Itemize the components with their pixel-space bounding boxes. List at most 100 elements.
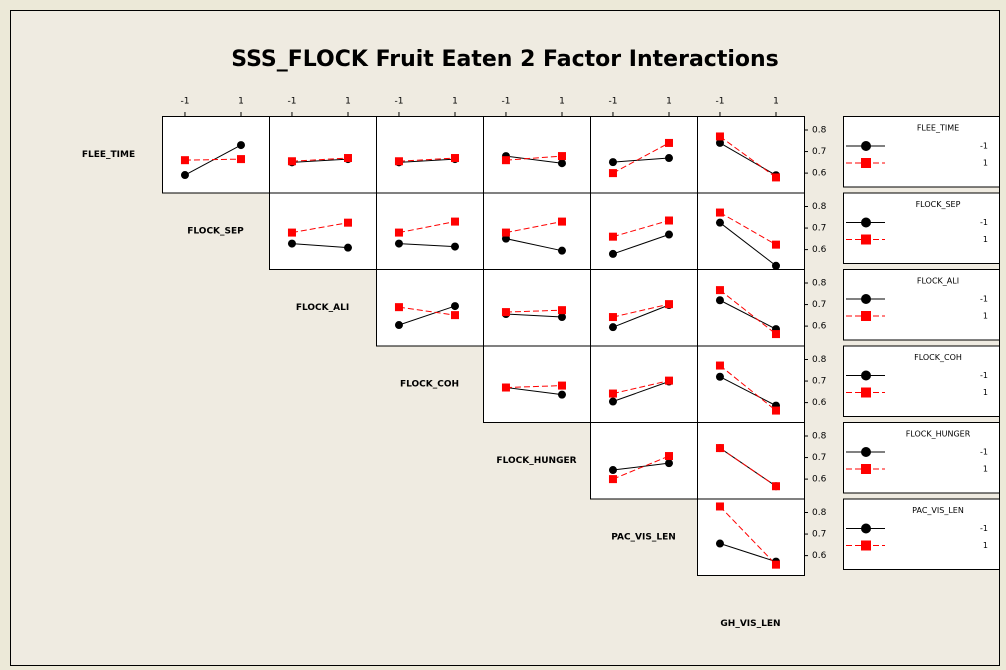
interaction-line: [612, 157, 670, 163]
interaction-line: [719, 222, 777, 267]
factor-label: PAC_VIS_LEN: [611, 532, 676, 542]
legend-label: -1: [980, 371, 988, 380]
point: [715, 218, 724, 227]
interaction-line: [505, 387, 563, 396]
point: [501, 383, 510, 392]
legend-marker: [861, 447, 871, 457]
point: [608, 389, 617, 398]
point: [557, 306, 566, 315]
panel: [697, 422, 805, 500]
legend-box: [843, 345, 1000, 417]
y-tick-label: 0.6: [812, 169, 827, 179]
point: [180, 156, 189, 165]
legend-label: -1: [980, 218, 988, 227]
point: [715, 539, 724, 548]
panel: [697, 498, 805, 576]
y-tick-label: 0.8: [812, 126, 827, 136]
y-tick-label: 0.6: [812, 551, 827, 561]
y-tick-label: 0.8: [812, 279, 827, 289]
y-tick-label: 0.7: [812, 224, 826, 234]
point: [394, 303, 403, 312]
legend-marker: [861, 540, 871, 551]
x-tick-label: 1: [345, 97, 351, 107]
point: [608, 232, 617, 241]
legend-title: FLOCK_SEP: [916, 200, 961, 209]
panel: [590, 345, 698, 423]
point: [608, 249, 617, 258]
chart-title: SSS_FLOCK Fruit Eaten 2 Factor Interacti…: [231, 47, 779, 72]
factor-label: GH_VIS_LEN: [720, 619, 780, 629]
panel: [376, 116, 484, 194]
interaction-line: [398, 221, 456, 234]
y-tick-label: 0.7: [812, 300, 826, 310]
interaction-line: [291, 222, 349, 234]
legend-label: 1: [983, 159, 988, 168]
point: [450, 217, 459, 226]
point: [501, 308, 510, 317]
panel: [162, 116, 270, 194]
y-tick-label: 0.7: [812, 530, 826, 540]
legend-box: [843, 498, 1000, 570]
legend-title: FLEE_TIME: [917, 124, 959, 133]
interaction-line: [612, 220, 670, 238]
point: [715, 444, 724, 453]
x-tick-label: 1: [238, 97, 244, 107]
point: [715, 286, 724, 295]
point: [557, 152, 566, 161]
interaction-line: [612, 380, 670, 395]
point: [394, 228, 403, 237]
legend-marker: [861, 217, 871, 228]
interaction-line: [398, 306, 456, 316]
y-tick-label: 0.8: [812, 508, 827, 518]
interaction-line: [291, 243, 349, 249]
y-tick-label: 0.6: [812, 322, 827, 332]
panel: [483, 269, 591, 347]
interaction-line: [505, 155, 563, 164]
point: [343, 154, 352, 163]
point: [664, 452, 673, 461]
interaction-line: [398, 158, 456, 163]
legend-marker: [861, 141, 871, 151]
x-tick-label: 1: [773, 97, 779, 107]
point: [608, 313, 617, 322]
panel: [590, 422, 698, 500]
interaction-line: [505, 385, 563, 389]
interaction-line: [719, 506, 777, 566]
point: [557, 246, 566, 255]
interaction-line: [719, 543, 777, 563]
point: [664, 376, 673, 385]
point: [771, 560, 780, 569]
point: [557, 217, 566, 226]
x-tick-label: -1: [394, 97, 403, 107]
legend-title: PAC_VIS_LEN: [912, 506, 964, 515]
interaction-line: [398, 305, 456, 326]
legend-label: -1: [980, 448, 988, 457]
point: [664, 230, 673, 239]
point: [450, 154, 459, 163]
point: [715, 502, 724, 511]
point: [608, 475, 617, 484]
interaction-line: [719, 365, 777, 411]
legend-marker: [861, 234, 871, 245]
interaction-line: [612, 303, 670, 318]
y-tick-label: 0.6: [812, 245, 827, 255]
panel: [269, 116, 377, 194]
interaction-line: [398, 157, 456, 162]
legend-marker: [861, 387, 871, 398]
legend-box: [843, 192, 1000, 264]
legend-marker: [861, 311, 871, 321]
legend-marker: [861, 294, 871, 304]
point: [608, 323, 617, 332]
point: [557, 381, 566, 390]
panel: [590, 269, 698, 347]
interaction-line: [612, 462, 670, 471]
point: [501, 234, 510, 243]
interaction-line: [505, 221, 563, 234]
point: [771, 330, 780, 339]
point: [715, 361, 724, 370]
interaction-line: [719, 447, 777, 487]
point: [771, 173, 780, 182]
point: [608, 169, 617, 178]
interaction-line: [505, 238, 563, 252]
interaction-line: [398, 243, 456, 248]
